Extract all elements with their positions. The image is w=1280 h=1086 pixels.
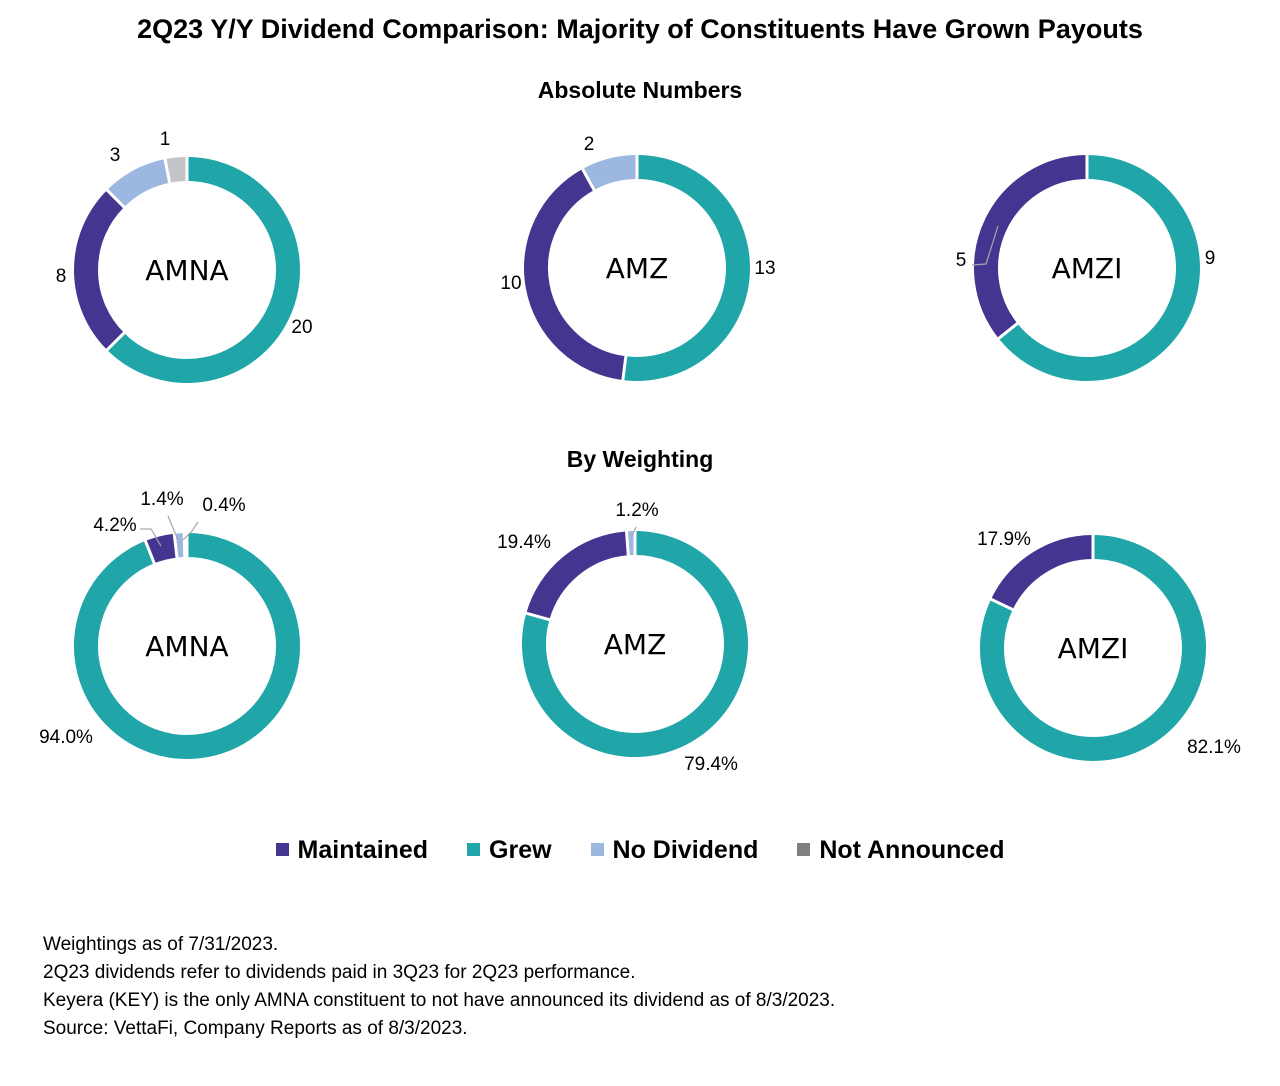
legend-swatch-not-announced [797, 843, 811, 856]
data-label-amna-no-dividend: 3 [110, 145, 121, 166]
legend-label-grew: Grew [489, 836, 552, 864]
slice-amna-grew [74, 533, 300, 759]
slice-separator [105, 188, 126, 209]
slice-separator [996, 321, 1020, 341]
slice-separator [172, 532, 179, 559]
data-label-amz-grew: 13 [754, 258, 775, 279]
legend: Maintained Grew No Dividend Not Announce… [0, 836, 1280, 865]
slice-separator [624, 530, 630, 557]
slice-separator [580, 167, 596, 192]
data-label-amna-grew: 94.0% [39, 727, 93, 748]
data-label-amna-not-announced: 1 [160, 129, 171, 150]
center-label-amz: AMZ [604, 628, 667, 661]
legend-label-maintained: Maintained [297, 836, 429, 864]
section-title-weighting: By Weighting [566, 446, 714, 472]
data-label-amz-no-dividend: 2 [584, 134, 595, 155]
data-label-amzi-grew: 82.1% [1187, 737, 1241, 758]
slice-amz-maintained [524, 168, 627, 381]
center-label-amna: AMNA [145, 630, 228, 663]
slice-separator [989, 597, 1015, 612]
legend-label-no-dividend: No Dividend [612, 836, 759, 864]
footnote: Weightings as of 7/31/2023. [43, 934, 279, 955]
legend-swatch-maintained [275, 843, 289, 856]
slice-amna-no-dividend [107, 159, 171, 208]
data-label-amna-grew: 20 [291, 317, 312, 338]
slice-separator [143, 539, 156, 565]
slice-separator [163, 157, 172, 184]
section-title-absolute: Absolute Numbers [537, 77, 743, 103]
data-label-amna-not-announced: 0.4% [202, 495, 245, 516]
slice-amzi-grew [980, 535, 1206, 761]
legend-item-grew: Grew [467, 836, 552, 865]
data-label-amna-no-dividend: 1.4% [140, 489, 183, 510]
data-label-amz-grew: 79.4% [684, 754, 738, 775]
slice-separator [182, 531, 187, 559]
footnote: Keyera (KEY) is the only AMNA constituen… [43, 990, 836, 1011]
legend-item-maintained: Maintained [275, 836, 429, 865]
slice-amna-maintained [74, 190, 125, 350]
legend-item-not-announced: Not Announced [797, 836, 1004, 865]
slice-separator [621, 355, 628, 382]
data-label-amzi-maintained: 5 [956, 250, 967, 271]
slice-amna-grew [107, 157, 300, 383]
leader-line [167, 515, 179, 541]
data-label-amzi-grew: 9 [1205, 248, 1216, 269]
slice-amna-not-announced [164, 157, 188, 183]
footnote: 2Q23 dividends refer to dividends paid i… [43, 962, 636, 983]
data-label-amz-maintained: 10 [500, 273, 521, 294]
legend-swatch-no-dividend [590, 843, 604, 856]
leader-line [631, 526, 637, 537]
data-label-amna-maintained: 8 [56, 266, 67, 287]
legend-item-no-dividend: No Dividend [590, 836, 759, 865]
slice-amzi-maintained [991, 535, 1094, 610]
leader-line [140, 528, 162, 547]
center-label-amzi: AMZI [1052, 252, 1123, 285]
legend-label-not-announced: Not Announced [819, 836, 1005, 864]
data-label-amzi-maintained: 17.9% [977, 529, 1031, 550]
center-label-amna: AMNA [145, 254, 228, 287]
slice-amna-maintained [145, 533, 178, 564]
leader-line [971, 225, 999, 266]
center-label-amz: AMZ [606, 252, 669, 285]
slice-separator [105, 331, 126, 352]
slice-amz-no-dividend [582, 155, 638, 191]
chart-title: 2Q23 Y/Y Dividend Comparison: Majority o… [137, 14, 1143, 44]
slice-amzi-grew [998, 155, 1200, 381]
slice-separator [524, 611, 551, 622]
data-label-amz-maintained: 19.4% [497, 532, 551, 553]
data-label-amz-no-dividend: 1.2% [615, 500, 658, 521]
footnote: Source: VettaFi, Company Reports as of 8… [43, 1018, 468, 1039]
slice-amzi-maintained [974, 155, 1088, 339]
slice-amz-grew [522, 531, 748, 757]
legend-swatch-grew [467, 843, 481, 856]
slice-amz-maintained [526, 531, 629, 621]
center-label-amzi: AMZI [1058, 632, 1129, 665]
footnotes: Weightings as of 7/31/2023. 2Q23 dividen… [43, 931, 835, 1043]
slice-amz-grew [622, 155, 750, 381]
data-label-amna-maintained: 4.2% [93, 515, 136, 536]
leader-line [182, 521, 199, 541]
